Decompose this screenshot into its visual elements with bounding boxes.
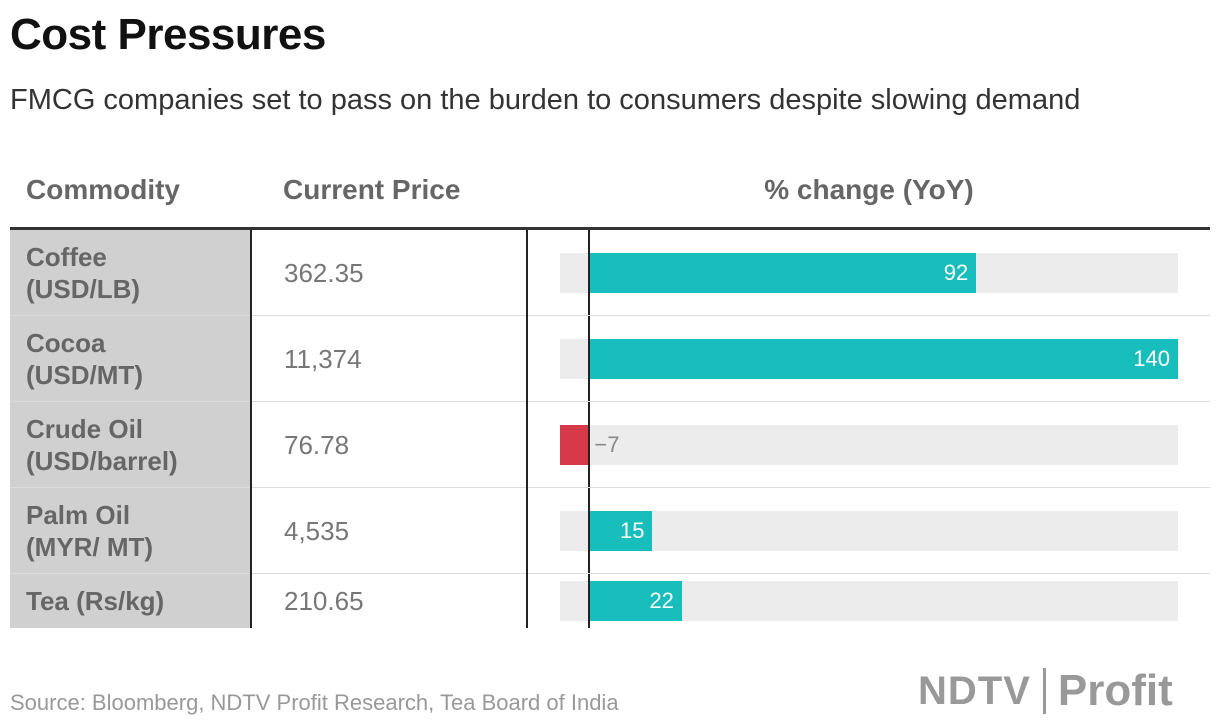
chart-title: Cost Pressures [10,10,326,59]
bar-value-label: −7 [594,432,620,457]
bar-negative [560,425,590,465]
logo-divider [1042,668,1046,714]
current-price: 76.78 [284,430,350,460]
zero-axis-line [588,230,591,316]
current-price: 4,535 [284,516,350,546]
column-header-change: % change (YoY) [764,174,974,205]
row-divider [10,487,1210,488]
table-row: Cocoa (USD/MT) 11,374 140 [10,316,1210,402]
row-divider [10,401,1210,402]
commodity-cell: Coffee (USD/LB) [10,230,250,316]
commodity-name: Tea (Rs/kg) [26,585,164,617]
commodity-unit-line: (USD/barrel) [26,446,178,476]
commodity-unit-line: (MYR/ MT) [26,532,154,562]
zero-axis-line [588,488,591,574]
logo-ndtv-text: NDTV [918,668,1031,713]
table-row: Palm Oil (MYR/ MT) 4,535 15 [10,488,1210,574]
bar-value-label: 92 [943,260,969,285]
column-divider-price [526,230,528,628]
commodity-cell: Tea (Rs/kg) [10,574,250,628]
commodity-name: Palm Oil (MYR/ MT) [26,499,153,563]
bar-track [560,511,1178,551]
commodity-name-line: Coffee [26,242,107,272]
row-divider [10,315,1210,316]
commodity-unit-line: (USD/MT) [26,360,143,390]
commodity-cell: Palm Oil (MYR/ MT) [10,488,250,574]
source-note: Source: Bloomberg, NDTV Profit Research,… [10,690,619,715]
bar-track [560,425,1178,465]
chart-subtitle: FMCG companies set to pass on the burden… [10,84,1081,116]
bar-positive [589,339,1178,379]
bar-positive [589,511,653,551]
commodity-cell: Crude Oil (USD/barrel) [10,402,250,488]
commodity-name: Cocoa (USD/MT) [26,327,143,391]
ndtv-profit-logo: NDTV Profit [918,666,1173,716]
commodity-name-line: Palm Oil [26,500,131,530]
commodity-table: Coffee (USD/LB) 362.35 92 Cocoa (USD/MT) 11,37… [10,230,1210,628]
column-divider-name [250,230,252,628]
table-row: Tea (Rs/kg) 210.65 22 [10,574,1210,628]
commodity-cell: Cocoa (USD/MT) [10,316,250,402]
commodity-name-line: Tea (Rs/kg) [26,586,165,616]
header-rule [10,227,1210,230]
commodity-name-line: Cocoa [26,328,106,358]
commodity-name-line: Crude Oil [26,414,144,444]
logo-profit-text: Profit [1057,666,1173,715]
zero-axis-line [588,402,591,488]
column-header-commodity: Commodity [26,174,180,205]
commodity-unit-line: (USD/LB) [26,274,141,304]
current-price: 362.35 [284,258,364,288]
bar-value-label: 22 [649,588,674,613]
commodity-name: Crude Oil (USD/barrel) [26,413,178,477]
commodity-name: Coffee (USD/LB) [26,241,140,305]
zero-axis-line [588,574,591,628]
table-row: Coffee (USD/LB) 362.35 92 [10,230,1210,316]
current-price: 210.65 [284,586,364,616]
current-price: 11,374 [284,344,362,374]
zero-axis-line [588,316,591,402]
bar-value-label: 140 [1133,346,1170,371]
bar-positive [589,253,977,293]
bar-value-label: 15 [620,518,645,543]
column-header-price: Current Price [283,174,461,205]
row-divider [10,573,1210,574]
table-row: Crude Oil (USD/barrel) 76.78 −7 [10,402,1210,488]
bar-positive [589,581,682,621]
